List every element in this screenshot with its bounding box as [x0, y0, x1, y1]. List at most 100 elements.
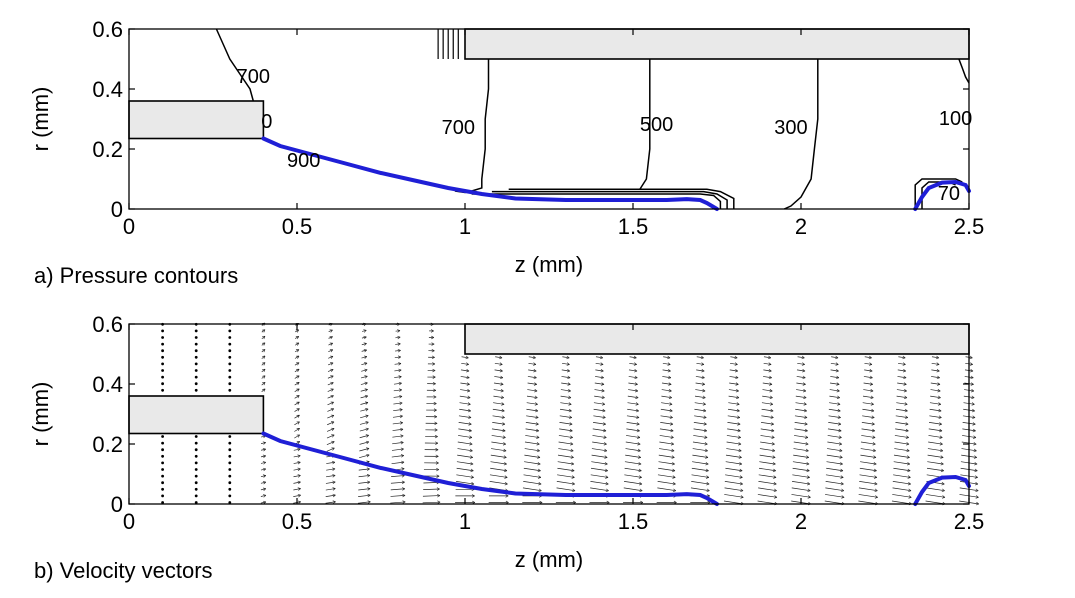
vector-arrow	[590, 487, 609, 492]
vector-dot	[228, 441, 232, 445]
vector-arrowhead	[739, 481, 743, 486]
vector-arrowhead	[398, 368, 402, 373]
vector-arrowhead	[604, 468, 608, 473]
vector-arrowhead	[329, 349, 334, 353]
vector-dot	[194, 468, 198, 471]
vector-arrow	[327, 382, 334, 386]
vector-arrow	[593, 408, 606, 412]
vector-arrowhead	[874, 495, 878, 499]
vector-arrowhead	[804, 428, 808, 433]
vector-arrow	[859, 474, 877, 478]
vector-arrow	[861, 428, 875, 432]
vector-arrowhead	[332, 493, 336, 498]
vector-arrowhead	[633, 362, 637, 366]
vector-arrow	[892, 481, 911, 485]
vector-arrow	[562, 356, 570, 359]
vector-arrow	[761, 415, 774, 418]
vector-arrowhead	[262, 448, 266, 452]
vector-arrow	[325, 494, 336, 498]
vector-arrowhead	[971, 402, 975, 406]
vector-arrow	[696, 362, 704, 365]
vector-arrowhead	[503, 462, 507, 466]
vector-arrow	[661, 382, 672, 385]
vector-arrowhead	[399, 421, 403, 425]
vector-dot	[194, 382, 198, 386]
vector-arrowhead	[363, 342, 367, 346]
contour-label: 70	[938, 183, 960, 205]
vector-arrowhead	[638, 462, 642, 466]
vector-arrow	[595, 376, 604, 379]
vector-arrow	[893, 467, 911, 472]
vector-arrow	[358, 475, 370, 478]
vector-arrowhead	[571, 475, 575, 479]
y-tick-label: 0.6	[92, 17, 123, 42]
vector-arrowhead	[430, 329, 434, 333]
vector-arrowhead	[296, 395, 300, 399]
vector-arrowhead	[467, 408, 471, 413]
interface-line	[261, 431, 719, 506]
vector-arrowhead	[936, 362, 940, 366]
plot-frame	[128, 323, 970, 505]
vector-arrow	[393, 389, 402, 392]
contour-label: 500	[640, 114, 673, 136]
vector-arrowhead	[672, 488, 677, 493]
vector-arrowhead	[503, 455, 507, 459]
x-tick-label: 0.5	[282, 509, 313, 534]
vector-arrow	[528, 369, 537, 372]
vector-dot	[194, 448, 198, 452]
vector-arrowhead	[737, 422, 741, 426]
vector-arrowhead	[331, 447, 335, 451]
vector-arrowhead	[436, 474, 440, 478]
vector-arrow	[527, 389, 538, 392]
vector-arrowhead	[634, 369, 638, 373]
vector-arrow	[661, 389, 672, 392]
vector-arrow	[760, 441, 775, 445]
vector-arrow	[763, 362, 772, 365]
vector-arrowhead	[535, 428, 540, 433]
vector-arrow	[862, 408, 875, 412]
vector-arrow	[293, 475, 301, 478]
vector-arrowhead	[703, 408, 707, 413]
vector-arrowhead	[262, 487, 267, 491]
vector-arrowhead	[770, 408, 774, 413]
contour-line	[508, 188, 735, 209]
vector-arrow	[928, 435, 943, 438]
vector-arrow	[729, 369, 738, 372]
vector-arrow	[692, 461, 709, 465]
vector-arrow	[327, 362, 334, 366]
vector-arrowhead	[468, 422, 472, 426]
vector-arrowhead	[839, 455, 843, 459]
vector-arrowhead	[840, 468, 844, 473]
vector-arrow	[260, 475, 266, 478]
vector-arrowhead	[903, 375, 907, 380]
vector-arrowhead	[908, 488, 912, 493]
vector-arrowhead	[365, 408, 369, 412]
vector-arrowhead	[672, 481, 676, 486]
vector-arrowhead	[940, 468, 944, 473]
vector-arrowhead	[635, 395, 639, 399]
vector-arrowhead	[773, 488, 777, 493]
vector-arrow	[625, 454, 641, 458]
wall-block	[464, 28, 970, 60]
vector-arrowhead	[668, 395, 672, 399]
vector-arrow	[391, 461, 405, 465]
vector-arrowhead	[905, 435, 909, 439]
vector-arrowhead	[740, 488, 744, 493]
vector-arrowhead	[500, 395, 504, 399]
vector-arrowhead	[735, 375, 739, 380]
vector-arrow	[859, 467, 877, 472]
vector-arrow	[327, 421, 335, 426]
vector-dot	[228, 481, 232, 485]
vector-arrowhead	[433, 388, 437, 393]
vector-arrow	[794, 435, 808, 438]
x-tick-label: 0.5	[282, 214, 313, 239]
vector-arrow	[560, 389, 571, 392]
panel-caption: b) Velocity vectors	[34, 558, 213, 583]
vector-dot	[228, 349, 232, 353]
vector-arrowhead	[567, 382, 571, 386]
vector-arrowhead	[939, 448, 944, 453]
vector-arrow	[863, 382, 873, 385]
vector-arrowhead	[940, 462, 944, 466]
vector-arrowhead	[705, 462, 709, 466]
vector-arrowhead	[262, 388, 266, 392]
